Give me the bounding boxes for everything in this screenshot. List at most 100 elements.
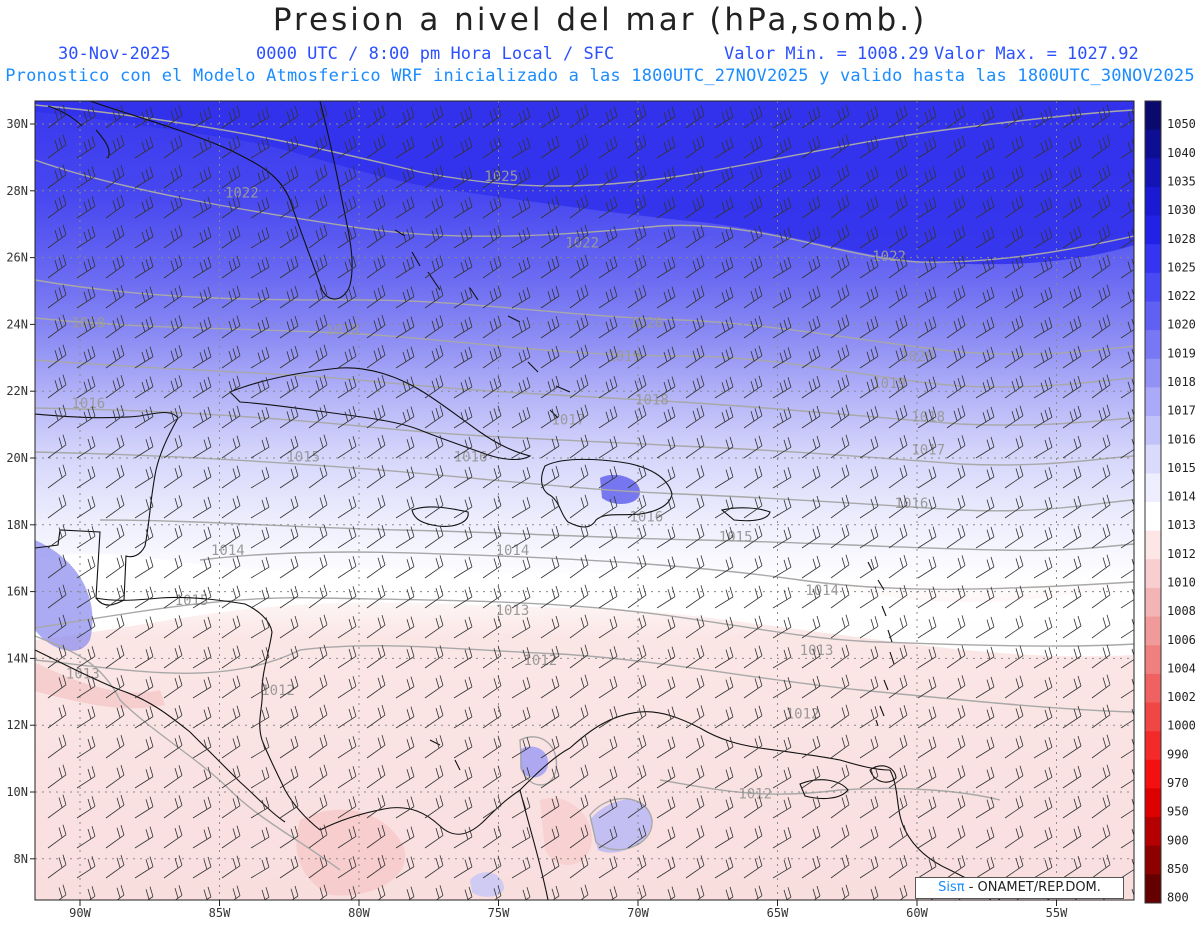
wind-barb (366, 554, 386, 579)
wind-barb (627, 224, 647, 249)
wind-barb (47, 374, 67, 399)
wind-barb (714, 526, 734, 549)
wind-barb (424, 765, 444, 789)
wind-barb (569, 854, 589, 879)
wind-barb (395, 136, 415, 159)
colorbar-label: 800 (1167, 891, 1189, 905)
wind-barb (105, 824, 125, 849)
wind-barb (424, 675, 444, 699)
wind-barb (366, 794, 386, 819)
wind-barb (366, 704, 386, 729)
wind-barb (134, 436, 154, 459)
wind-barb (47, 734, 67, 759)
wind-barb (308, 524, 328, 549)
wind-barb (424, 345, 444, 369)
wind-barb (221, 705, 241, 729)
wind-barb (366, 104, 386, 129)
lon-tick-label: 75W (488, 906, 510, 920)
wind-barb (975, 196, 995, 219)
wind-barb (714, 676, 734, 699)
wind-barb (975, 136, 995, 159)
wind-barb (685, 555, 705, 579)
wind-barb (366, 644, 386, 669)
wind-barb (134, 256, 154, 279)
wind-barb (47, 704, 67, 729)
lat-tick-label: 20N (6, 451, 28, 465)
wind-barb (917, 586, 937, 609)
wind-barb (975, 556, 995, 579)
wind-barb (743, 825, 763, 849)
wind-barb (946, 315, 966, 339)
wind-barb (569, 584, 589, 609)
wind-barb (917, 496, 937, 519)
wind-barb (656, 316, 676, 339)
wind-barb (250, 407, 270, 429)
wind-barb (482, 735, 502, 759)
wind-barb (656, 826, 676, 849)
wind-barb (888, 764, 908, 789)
wind-barb (87, 886, 96, 900)
wind-barb (424, 495, 444, 519)
wind-barb (47, 164, 67, 189)
wind-barb (772, 677, 792, 699)
wind-barb (743, 195, 763, 219)
wind-barb (1091, 284, 1111, 309)
wind-barb (1004, 645, 1024, 669)
wind-barb (801, 315, 821, 339)
wind-barb (772, 377, 792, 399)
wind-barb (366, 494, 386, 519)
wind-barb (163, 495, 183, 519)
wind-barb (511, 647, 531, 669)
wind-barb (76, 526, 96, 549)
wind-barb (888, 344, 908, 369)
wind-barb (337, 526, 357, 549)
wind-barb (163, 855, 183, 879)
wind-barb (1062, 105, 1082, 129)
wind-barb (772, 257, 792, 279)
wind-barb (1004, 555, 1024, 579)
wind-barb (134, 616, 154, 639)
wind-barb (221, 165, 241, 189)
wind-barb (221, 345, 241, 369)
longitude-axis: 90W 85W 80W 75W 70W 65W 60W 55W (69, 900, 1068, 920)
wind-barb (308, 104, 328, 129)
isobar-label: 1012 (523, 653, 557, 669)
wind-barb (772, 227, 792, 249)
wind-barb (1033, 527, 1053, 549)
wind-barb (1062, 705, 1082, 729)
wind-barb (337, 616, 357, 639)
wind-barb (1091, 344, 1111, 369)
wind-barb (743, 765, 763, 789)
wind-barb (279, 105, 299, 129)
wind-barb (917, 826, 937, 849)
wind-barb (946, 615, 966, 639)
wind-barb (540, 315, 560, 339)
wind-barb (482, 765, 502, 789)
wind-barb (337, 706, 357, 729)
wind-barb (250, 227, 270, 249)
isobar-label: 1016 (895, 496, 929, 512)
wind-barb (511, 467, 531, 489)
wind-barb (482, 675, 502, 699)
wind-barb (1062, 285, 1082, 309)
wind-barb (627, 734, 647, 759)
wind-barb (830, 494, 850, 519)
wind-barb (569, 134, 589, 159)
wind-barb (134, 286, 154, 309)
wind-barb (1004, 585, 1024, 609)
colorbar-swatch (1145, 186, 1161, 217)
wind-barb (163, 285, 183, 309)
wind-barb (308, 224, 328, 249)
wind-barb (859, 466, 879, 489)
isobar-label: 1012 (261, 683, 295, 699)
wind-barb (279, 255, 299, 279)
colorbar-label: 1017 (1167, 404, 1196, 418)
wind-barb (627, 434, 647, 459)
wind-barb (656, 706, 676, 729)
wind-barb (743, 795, 763, 819)
wind-barb (47, 674, 67, 699)
wind-barb (888, 494, 908, 519)
wind-barb (337, 556, 357, 579)
wind-barb (917, 316, 937, 339)
wind-barb (1091, 584, 1111, 609)
